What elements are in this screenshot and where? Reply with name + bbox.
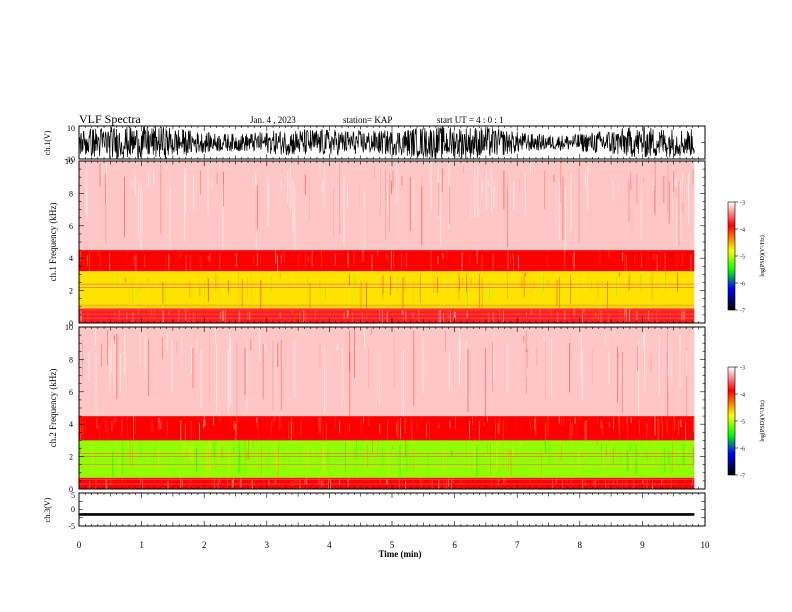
frequency-tick-label: 2 [69, 453, 73, 462]
ch1-spectrogram-image [78, 161, 695, 323]
colorbar-tick-label: -7 [740, 474, 745, 480]
time-tick-label: 1 [139, 540, 144, 550]
figure-title: VLF Spectra [79, 112, 141, 126]
start-ut-label: start UT = 4 : 0 : 1 [437, 115, 504, 125]
spectrogram-band [79, 440, 695, 478]
ch3-waveform-trace [79, 513, 695, 516]
time-tick-label: 3 [265, 540, 270, 550]
ch3-ytick-bottom: -5 [68, 522, 75, 531]
time-tick-label: 2 [202, 540, 207, 550]
frequency-tick-label: 0 [69, 485, 73, 494]
colorbar-ch2-gradient [727, 366, 736, 476]
colorbar-tick-label: -5 [740, 420, 745, 426]
ch1-spectrogram-ytick-labels: 0 2 4 6 8 10 [65, 157, 73, 328]
colorbar-ch1-ticks: -3 -4 -5 -6 -7 [735, 201, 745, 315]
ch2-spectrogram-ylabel: ch.2 Frequency (kHz) [48, 369, 58, 448]
ch1-spectrogram-ylabel: ch.1 Frequency (kHz) [48, 203, 58, 282]
colorbar-ch1-label: log(PSD)(V²/Hz) [759, 235, 766, 276]
spectrogram-band [79, 416, 695, 441]
spectrogram-band [79, 271, 695, 309]
colorbar-ch1: -3 -4 -5 -6 -7 log(PSD)(V²/Hz) [727, 201, 766, 315]
time-tick-label: 7 [515, 540, 520, 550]
frequency-tick-label: 4 [69, 254, 73, 263]
ch1-ytick-bottom: -10 [64, 155, 75, 164]
time-tick-label: 8 [578, 540, 583, 550]
colorbar-tick-label: -6 [740, 447, 745, 453]
ch1-waveform-ticks [78, 125, 706, 160]
ch3-waveform-ylabel: ch.3(V) [43, 497, 52, 522]
spectrogram-band [79, 161, 695, 251]
time-tick-label: 10 [701, 540, 711, 550]
frequency-tick-label: 10 [65, 323, 73, 332]
ch3-ytick-top: 5 [71, 491, 75, 500]
panel-ch3-waveform: 5 0 -5 ch.3(V) [43, 491, 706, 531]
frequency-tick-label: 6 [69, 222, 73, 231]
ch1-waveform-trace [78, 126, 695, 159]
spectrogram-band [79, 250, 695, 272]
colorbar-ch2: -3 -4 -5 -6 -7 log(PSD)(V²/Hz) [727, 366, 766, 480]
ch3-ytick-middle: 0 [71, 505, 75, 514]
frequency-tick-label: 8 [69, 355, 73, 364]
ch2-spectrogram-ticks [78, 326, 706, 490]
colorbar-tick-label: -4 [740, 228, 745, 234]
frequency-tick-label: 10 [65, 157, 73, 166]
colorbar-tick-label: -6 [740, 282, 745, 288]
panel-ch1-waveform: 10 -10 ch.1(V) [43, 124, 706, 164]
colorbar-ch1-gradient [727, 201, 736, 311]
ch3-waveform-ticks [78, 492, 706, 527]
date-label: Jan. 4 , 2023 [250, 115, 296, 125]
time-axis-label: Time (min) [378, 549, 421, 559]
time-tick-label: 9 [640, 540, 645, 550]
time-tick-label: 6 [452, 540, 457, 550]
station-label: station= KAP [343, 115, 392, 125]
frequency-tick-label: 6 [69, 388, 73, 397]
colorbar-ch2-label: log(PSD)(V²/Hz) [759, 400, 766, 441]
colorbar-tick-label: -4 [740, 393, 745, 399]
frequency-tick-label: 8 [69, 189, 73, 198]
ch2-spectrogram-ytick-labels: 0 2 4 6 8 10 [65, 323, 73, 494]
colorbar-tick-label: -3 [740, 366, 745, 372]
panel-ch2-spectrogram: 0 2 4 6 8 10 ch.2 Frequency (kHz) [48, 323, 706, 494]
frequency-tick-label: 2 [69, 287, 73, 296]
ch1-waveform-ylabel: ch.1(V) [43, 130, 52, 155]
colorbar-tick-label: -5 [740, 255, 745, 261]
time-tick-label: 5 [390, 540, 395, 550]
time-axis-tick-labels: 0 1 2 3 4 5 6 7 8 9 10 [77, 540, 710, 550]
frequency-tick-label: 0 [69, 319, 73, 328]
ch2-spectrogram-image [79, 327, 695, 489]
time-tick-label: 0 [77, 540, 82, 550]
frequency-tick-label: 4 [69, 420, 73, 429]
colorbar-tick-label: -7 [740, 309, 745, 315]
time-tick-label: 4 [327, 540, 332, 550]
spectrogram-band [79, 327, 695, 417]
spectrogram-band [79, 308, 695, 323]
ch1-waveform-line [78, 126, 695, 159]
panel-ch1-spectrogram: 0 2 4 6 8 10 ch.1 Frequency (kHz) [48, 157, 706, 328]
colorbar-tick-label: -3 [740, 201, 745, 207]
ch1-spectrogram-ticks [78, 160, 706, 324]
ch1-ytick-top: 10 [67, 124, 75, 133]
ch3-waveform-band [79, 513, 695, 516]
colorbar-ch2-ticks: -3 -4 -5 -6 -7 [735, 366, 745, 480]
